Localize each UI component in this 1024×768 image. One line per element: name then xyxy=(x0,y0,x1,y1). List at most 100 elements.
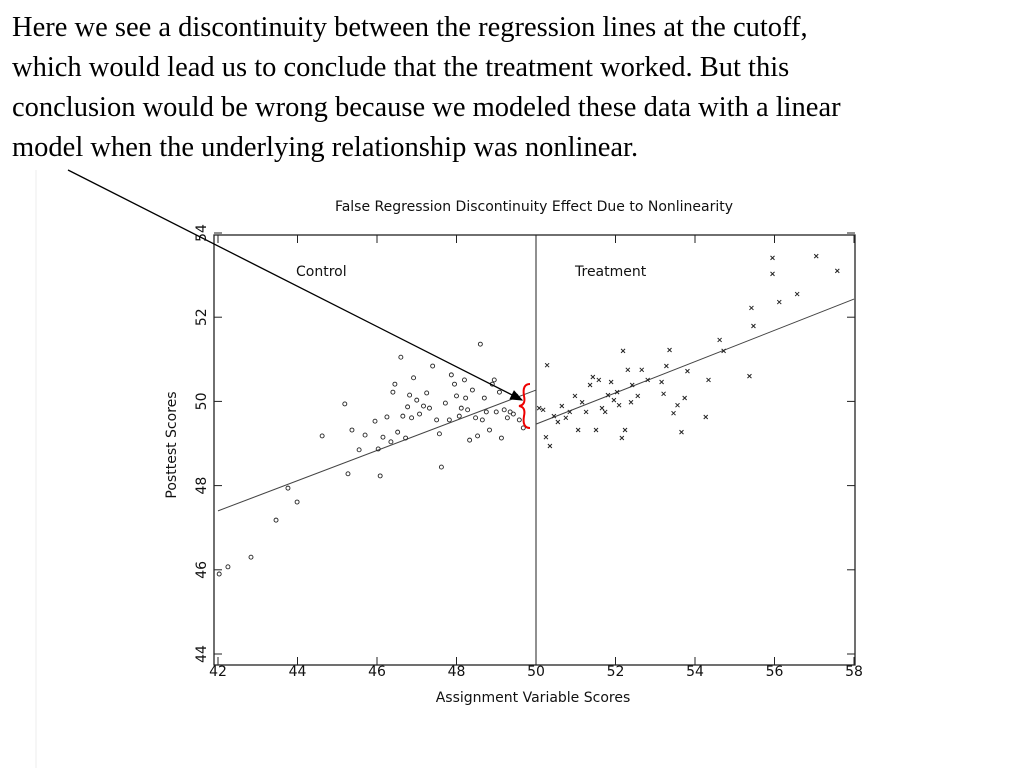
y-tick-label: 54 xyxy=(194,224,210,242)
point xyxy=(398,354,404,360)
point xyxy=(395,429,401,435)
x-tick-label: 58 xyxy=(845,664,863,680)
point xyxy=(510,411,516,417)
point xyxy=(411,375,417,381)
y-tick-label: 48 xyxy=(194,477,210,495)
point xyxy=(813,253,819,259)
point xyxy=(469,387,475,393)
point xyxy=(273,517,279,523)
point xyxy=(605,392,611,398)
point xyxy=(770,271,775,277)
y-tick-label: 50 xyxy=(194,392,210,410)
point xyxy=(544,362,550,368)
point xyxy=(794,291,800,297)
x-tick-label: 56 xyxy=(766,664,784,680)
y-tick-label: 52 xyxy=(194,308,210,326)
point xyxy=(575,427,581,433)
arrow xyxy=(67,169,524,401)
point xyxy=(706,377,711,383)
point xyxy=(602,409,608,415)
point xyxy=(400,413,406,419)
point xyxy=(349,427,355,433)
point xyxy=(679,429,684,435)
x-tick-label: 46 xyxy=(368,664,386,680)
point xyxy=(547,443,553,449)
point xyxy=(593,427,599,433)
point xyxy=(409,415,415,421)
point xyxy=(635,393,641,399)
point xyxy=(390,389,396,395)
y-tick-label: 46 xyxy=(194,561,210,579)
point xyxy=(536,405,542,411)
point xyxy=(446,417,452,423)
point xyxy=(572,393,578,399)
point xyxy=(599,405,605,411)
point xyxy=(392,381,398,387)
point xyxy=(403,435,409,441)
point xyxy=(629,382,635,388)
point xyxy=(421,403,426,409)
point xyxy=(375,446,381,452)
point xyxy=(477,341,483,347)
point xyxy=(414,397,420,403)
text-line: model when the underlying relationship w… xyxy=(12,132,639,163)
point xyxy=(377,473,383,479)
point xyxy=(563,415,569,421)
group-label: Treatment xyxy=(574,264,647,280)
point xyxy=(622,427,628,433)
regression-line xyxy=(535,298,855,425)
point xyxy=(614,389,620,395)
point xyxy=(703,414,709,420)
point xyxy=(520,425,526,431)
point xyxy=(751,323,756,329)
point xyxy=(442,400,448,406)
point xyxy=(559,403,565,409)
x-tick-label: 42 xyxy=(209,664,227,680)
point xyxy=(596,377,602,383)
point xyxy=(362,432,368,438)
point xyxy=(749,305,754,311)
point xyxy=(465,407,471,413)
point xyxy=(436,431,442,437)
point xyxy=(345,471,351,477)
point xyxy=(776,299,782,305)
point xyxy=(388,439,394,445)
point xyxy=(682,395,688,401)
point xyxy=(620,348,626,354)
point xyxy=(721,348,726,354)
point xyxy=(611,397,617,403)
point xyxy=(481,395,487,401)
point xyxy=(448,372,454,378)
text-line: Here we see a discontinuity between the … xyxy=(12,12,808,43)
point xyxy=(567,409,573,415)
point xyxy=(770,255,775,261)
point xyxy=(685,368,690,374)
point xyxy=(590,374,596,380)
point xyxy=(496,389,502,395)
point xyxy=(454,393,459,399)
point xyxy=(645,377,651,383)
point xyxy=(483,409,489,415)
point xyxy=(407,392,413,398)
point xyxy=(216,571,222,577)
group-label: Control xyxy=(296,264,347,280)
point xyxy=(501,407,507,413)
point xyxy=(294,499,300,505)
text-line: conclusion would be wrong because we mod… xyxy=(12,92,841,123)
point xyxy=(452,381,457,387)
point xyxy=(664,363,669,369)
point xyxy=(675,402,680,408)
point xyxy=(456,413,462,419)
point xyxy=(628,399,634,405)
point xyxy=(587,382,593,388)
plot-frame xyxy=(213,234,856,666)
point xyxy=(417,411,422,417)
point xyxy=(625,367,631,373)
point xyxy=(616,402,622,408)
point xyxy=(493,409,499,415)
point xyxy=(498,435,504,441)
point xyxy=(473,415,479,421)
point xyxy=(834,268,840,274)
point xyxy=(619,435,625,441)
point xyxy=(427,405,432,411)
